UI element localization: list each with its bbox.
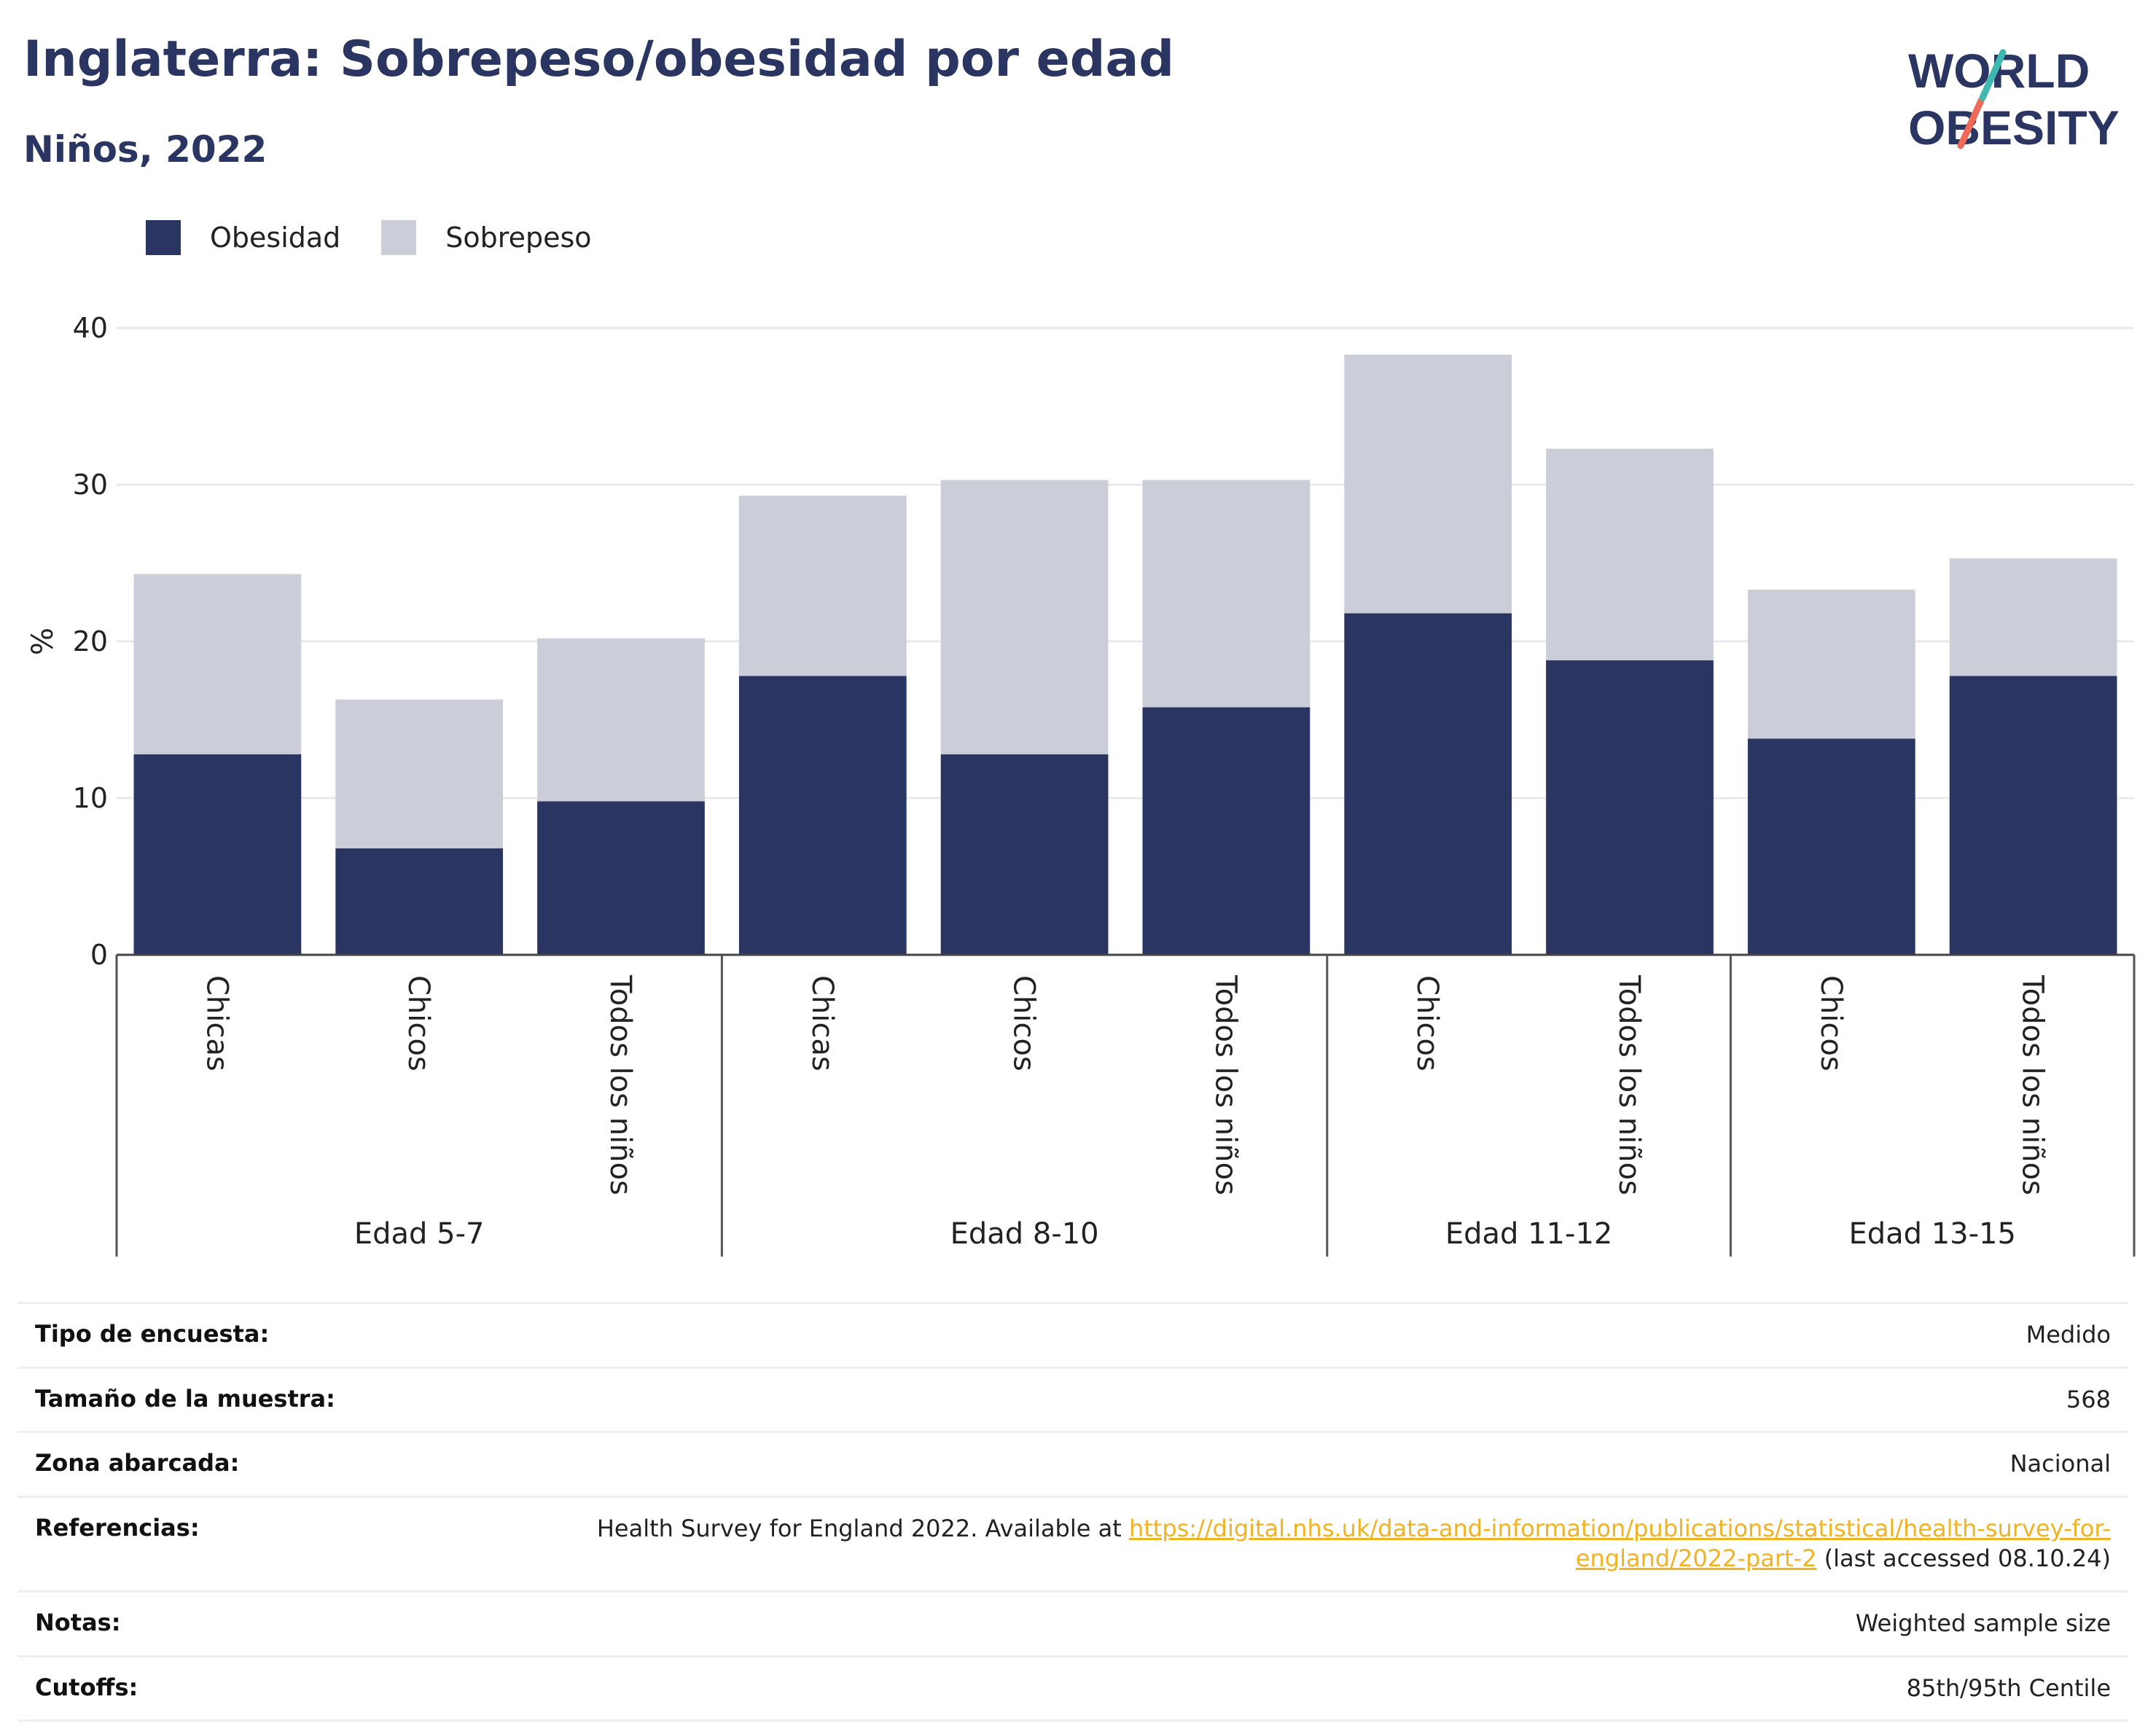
reference-accessed: (last accessed 08.10.24): [1816, 1544, 2111, 1573]
x-tick-label: Chicos: [402, 975, 435, 1071]
x-tick-label: Chicos: [1410, 975, 1444, 1071]
group-label: Edad 11-12: [1445, 1217, 1613, 1251]
info-row: Referencias: Health Survey for England 2…: [17, 1495, 2128, 1590]
x-tick-label: Todos los niños: [1208, 975, 1242, 1195]
y-tick-label: 0: [90, 939, 108, 971]
logo-line1: WORLD: [1908, 44, 2090, 98]
x-tick-label: Chicos: [1814, 975, 1848, 1071]
group-label: Edad 13-15: [1848, 1217, 2016, 1251]
bar-obesidad: [1142, 707, 1311, 955]
bar-sobrepeso: [1142, 480, 1311, 708]
info-row: Cutoffs: 85th/95th Centile: [17, 1655, 2128, 1722]
x-tick-label: Todos los niños: [1612, 975, 1646, 1195]
x-tick-label: Todos los niños: [604, 975, 637, 1195]
info-row: Tipo de encuesta: Medido: [17, 1302, 2128, 1367]
y-axis-label: %: [26, 628, 60, 655]
group-label: Edad 5-7: [354, 1217, 485, 1251]
page-subtitle: Niños, 2022: [23, 128, 267, 171]
info-value: Weighted sample size: [1855, 1609, 2111, 1637]
bar-obesidad: [537, 801, 705, 955]
bar-sobrepeso: [1747, 590, 1915, 739]
y-tick-label: 40: [73, 312, 108, 344]
group-label: Edad 8-10: [950, 1217, 1099, 1251]
bar-sobrepeso: [1546, 448, 1714, 660]
y-tick-label: 20: [73, 625, 108, 657]
info-row: Notas: Weighted sample size: [17, 1590, 2128, 1655]
bar-sobrepeso: [940, 480, 1109, 754]
bar-sobrepeso: [738, 496, 907, 676]
legend-swatch-sobrepeso: [381, 220, 417, 255]
info-value: Nacional: [2009, 1450, 2111, 1478]
reference-link[interactable]: https://digital.nhs.uk/data-and-informat…: [1128, 1514, 2111, 1573]
y-tick-label: 10: [73, 782, 108, 814]
bar-obesidad: [335, 848, 504, 955]
bar-sobrepeso: [133, 574, 302, 754]
bar-sobrepeso: [1344, 354, 1512, 614]
bar-obesidad: [133, 754, 302, 955]
x-tick-label: Chicas: [200, 975, 233, 1071]
info-value-references: Health Survey for England 2022. Availabl…: [580, 1514, 2111, 1574]
info-table: Tipo de encuesta: Medido Tamaño de la mu…: [17, 1302, 2128, 1722]
bar-sobrepeso: [537, 638, 705, 802]
info-value: 568: [2066, 1385, 2111, 1413]
reference-text: Health Survey for England 2022. Availabl…: [596, 1514, 1129, 1542]
bar-obesidad: [738, 676, 907, 955]
y-tick-label: 30: [73, 469, 108, 501]
info-row: Tamaño de la muestra: 568: [17, 1366, 2128, 1432]
bar-obesidad: [1546, 660, 1714, 955]
info-value: Medido: [2026, 1321, 2111, 1348]
legend-item-sobrepeso[interactable]: Sobrepeso: [381, 220, 592, 255]
info-label: Tamaño de la muestra:: [35, 1384, 335, 1413]
info-row: Zona abarcada: Nacional: [17, 1431, 2128, 1496]
info-label: Cutoffs:: [35, 1673, 138, 1701]
bar-obesidad: [1344, 613, 1512, 955]
bar-sobrepeso: [1949, 558, 2117, 676]
bar-obesidad: [1949, 676, 2117, 955]
chart-legend: Obesidad Sobrepeso: [146, 217, 633, 258]
x-tick-label: Chicas: [805, 975, 839, 1071]
info-label: Tipo de encuesta:: [35, 1320, 270, 1348]
logo-line2: OBESITY: [1908, 101, 2120, 153]
bar-obesidad: [940, 754, 1109, 955]
bar-sobrepeso: [335, 699, 504, 848]
legend-label: Obesidad: [210, 222, 341, 254]
stacked-bar-chart: 0 10 20 30 40% Chicas Chicos Todos los niños Chi…: [26, 312, 2136, 1257]
info-label: Zona abarcada:: [35, 1449, 240, 1477]
info-label: Referencias:: [35, 1513, 200, 1542]
x-tick-label: Todos los niños: [2016, 975, 2050, 1195]
bar-obesidad: [1747, 738, 1915, 955]
world-obesity-logo: WORLD OBESITY: [1908, 44, 2120, 153]
info-value: 85th/95th Centile: [1906, 1674, 2111, 1702]
info-label: Notas:: [35, 1608, 121, 1636]
page-title: Inglaterra: Sobrepeso/obesidad por edad: [23, 31, 1175, 88]
x-tick-label: Chicos: [1007, 975, 1041, 1071]
legend-swatch-obesidad: [146, 220, 181, 255]
legend-item-obesidad[interactable]: Obesidad: [146, 220, 340, 255]
legend-label: Sobrepeso: [445, 222, 592, 254]
